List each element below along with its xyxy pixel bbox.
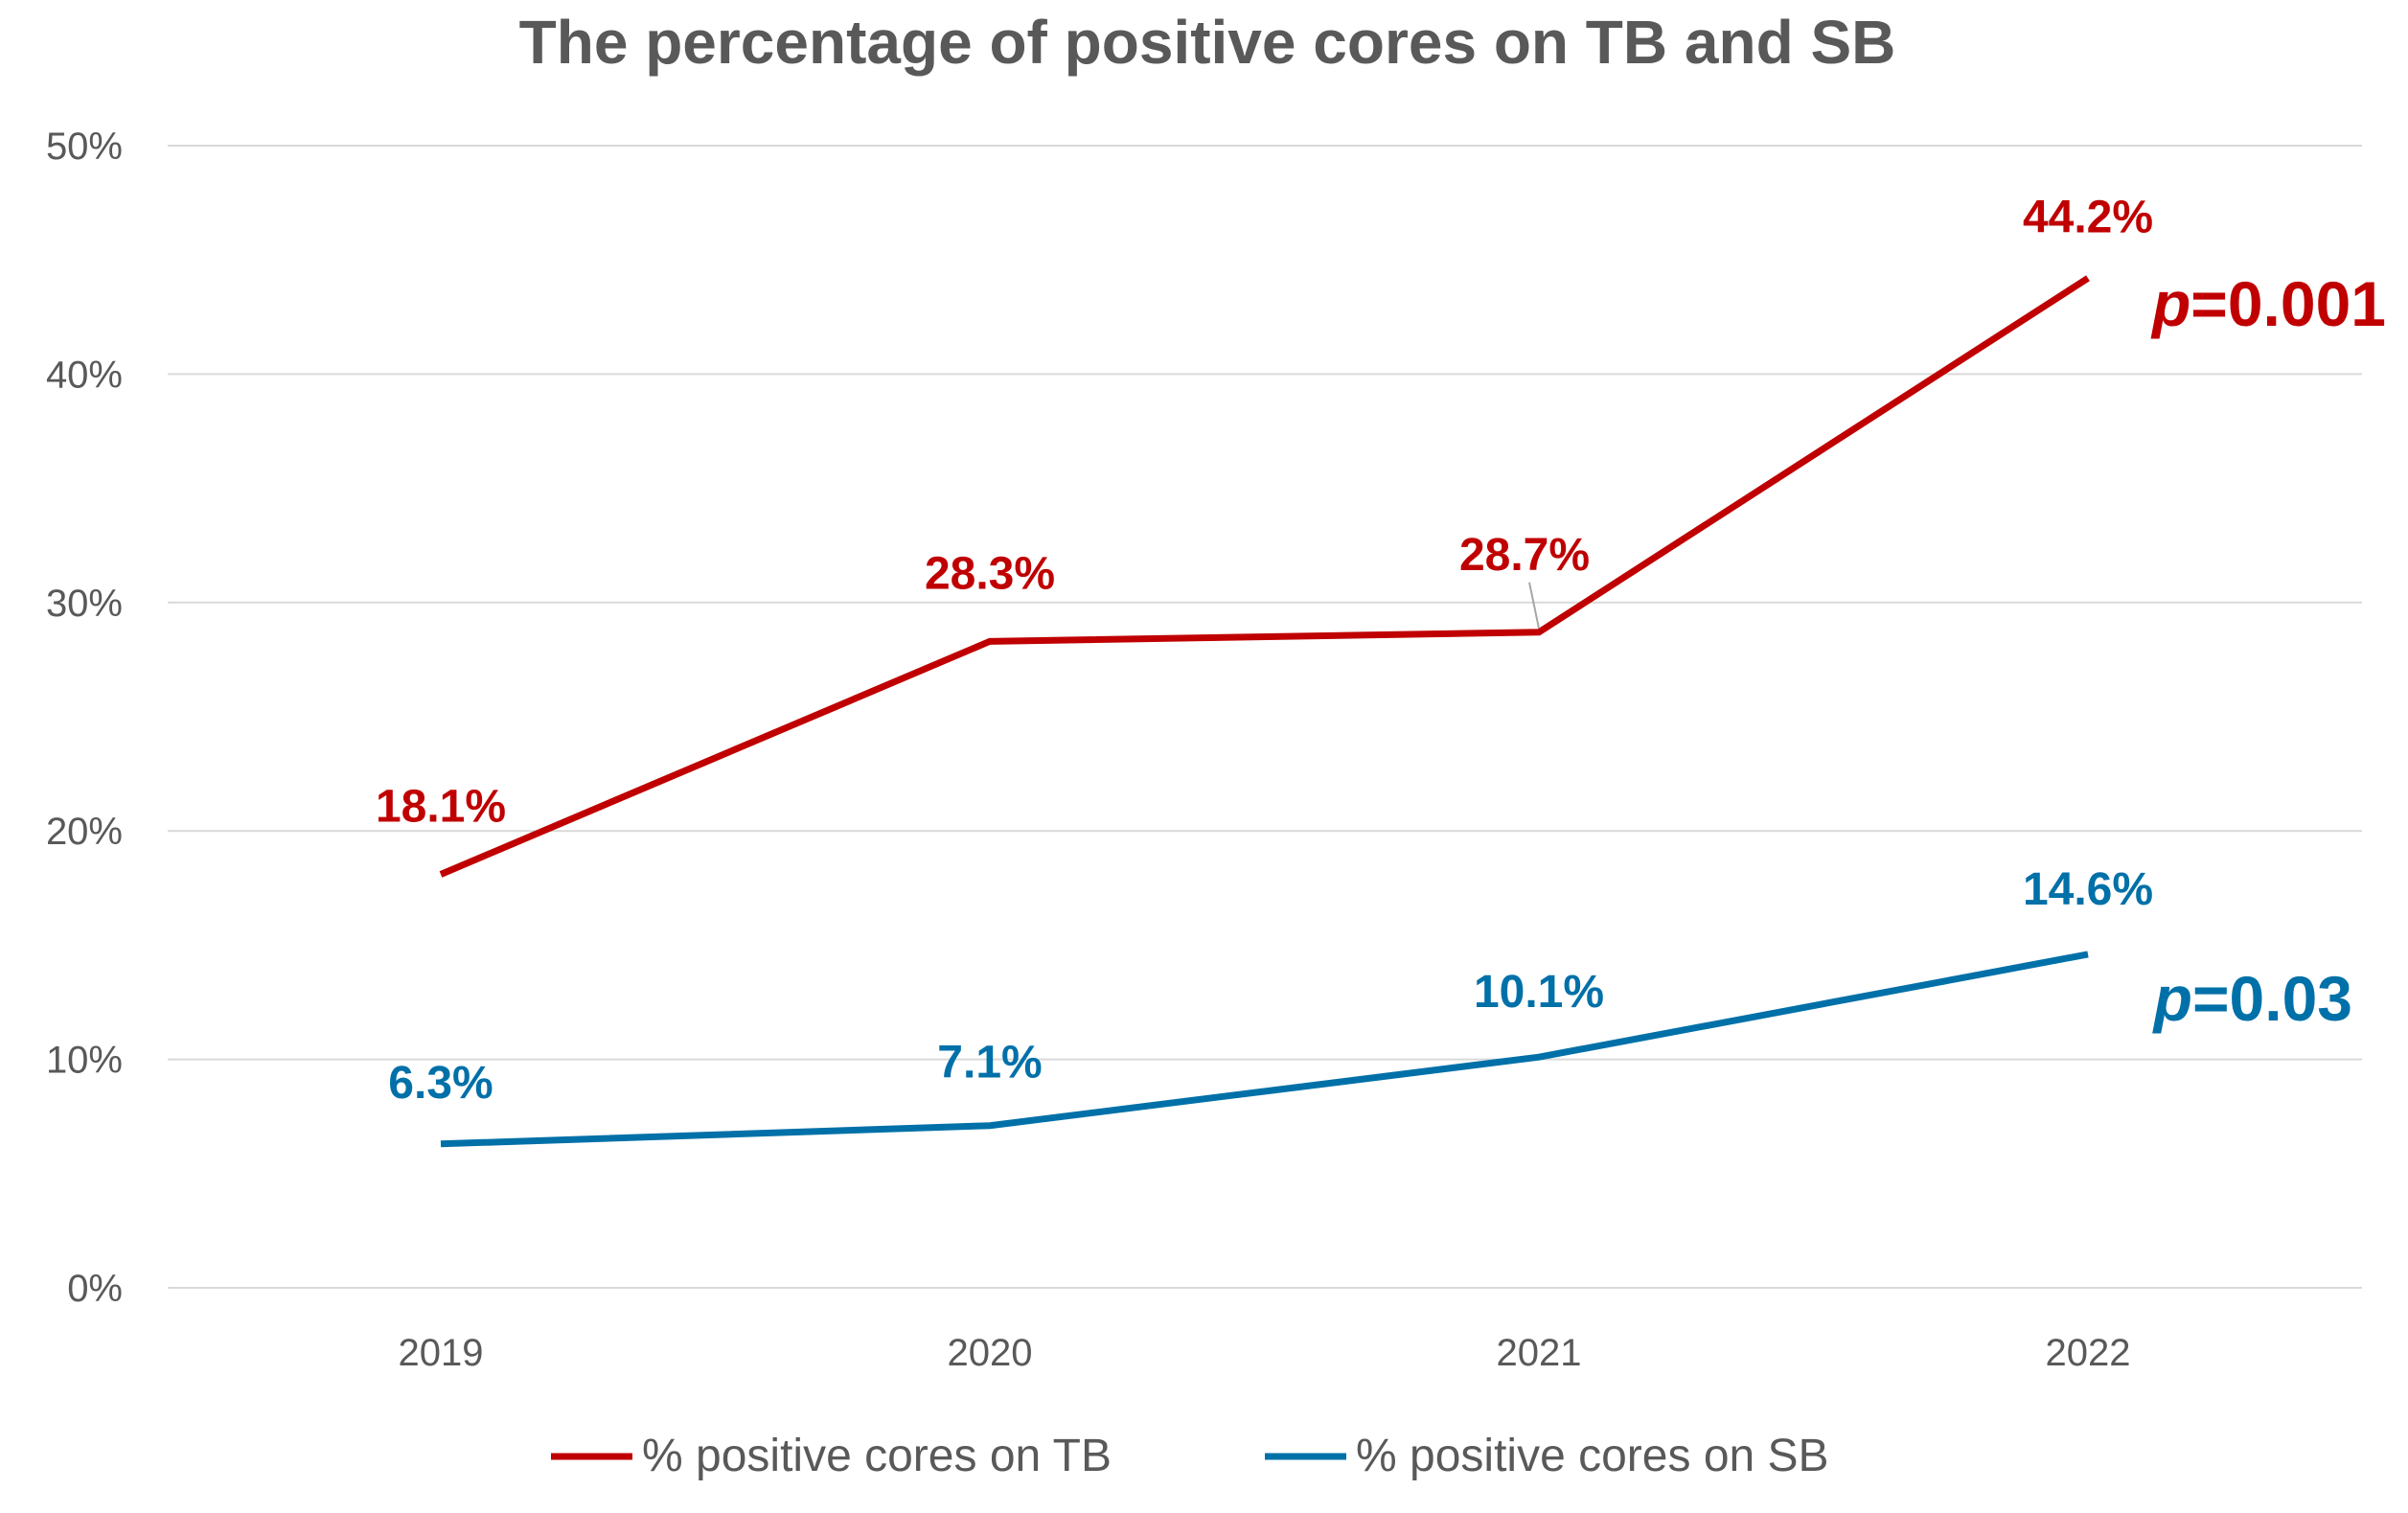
x-tick-label: 2019 bbox=[399, 1332, 484, 1374]
data-label-sb: 14.6% bbox=[2023, 864, 2153, 915]
y-axis-ticks: 0% 10% 20% 30% 40% 50% bbox=[46, 126, 123, 1310]
x-tick-label: 2022 bbox=[2046, 1332, 2131, 1374]
p-value-tb: p=0.001 bbox=[2150, 268, 2386, 339]
data-label-tb: 28.3% bbox=[925, 548, 1055, 599]
data-label-tb: 18.1% bbox=[376, 781, 506, 832]
y-tick-label: 40% bbox=[46, 354, 123, 396]
data-labels: 18.1% 28.3% 28.7% 44.2% 6.3% 7.1% 10.1% 14.6% bbox=[376, 192, 2153, 1109]
p-symbol: p bbox=[2152, 963, 2192, 1034]
y-tick-label: 50% bbox=[46, 126, 123, 168]
x-axis-ticks: 2019 2020 2021 2022 bbox=[399, 1332, 2131, 1374]
p-symbol: p bbox=[2150, 268, 2190, 339]
series-line-sb bbox=[440, 951, 2089, 1148]
x-tick-label: 2020 bbox=[948, 1332, 1033, 1374]
gridlines bbox=[168, 145, 2362, 1289]
data-label-tb: 28.7% bbox=[1459, 530, 1590, 581]
legend-label-tb: % positive cores on TB bbox=[642, 1431, 1112, 1481]
series-lines bbox=[439, 275, 2090, 1148]
data-label-sb: 10.1% bbox=[1474, 967, 1604, 1018]
data-label-sb: 7.1% bbox=[937, 1038, 1042, 1089]
leader-line bbox=[1528, 582, 1540, 629]
legend: % positive cores on TB % positive cores o… bbox=[551, 1431, 1829, 1481]
p-value-sb: p=0.03 bbox=[2152, 963, 2352, 1034]
chart-title: The percentage of positive cores on TB a… bbox=[519, 8, 1896, 77]
y-tick-label: 30% bbox=[46, 583, 123, 625]
y-tick-label: 10% bbox=[46, 1040, 123, 1082]
series-line-tb bbox=[439, 275, 2090, 878]
data-label-tb: 44.2% bbox=[2023, 192, 2153, 242]
x-tick-label: 2021 bbox=[1497, 1332, 1582, 1374]
legend-label-sb: % positive cores on SB bbox=[1356, 1431, 1829, 1481]
y-tick-label: 20% bbox=[46, 811, 123, 853]
p-value-number: =0.001 bbox=[2190, 268, 2386, 339]
p-value-number: =0.03 bbox=[2192, 963, 2352, 1034]
y-tick-label: 0% bbox=[67, 1268, 123, 1310]
data-label-sb: 6.3% bbox=[388, 1058, 493, 1109]
